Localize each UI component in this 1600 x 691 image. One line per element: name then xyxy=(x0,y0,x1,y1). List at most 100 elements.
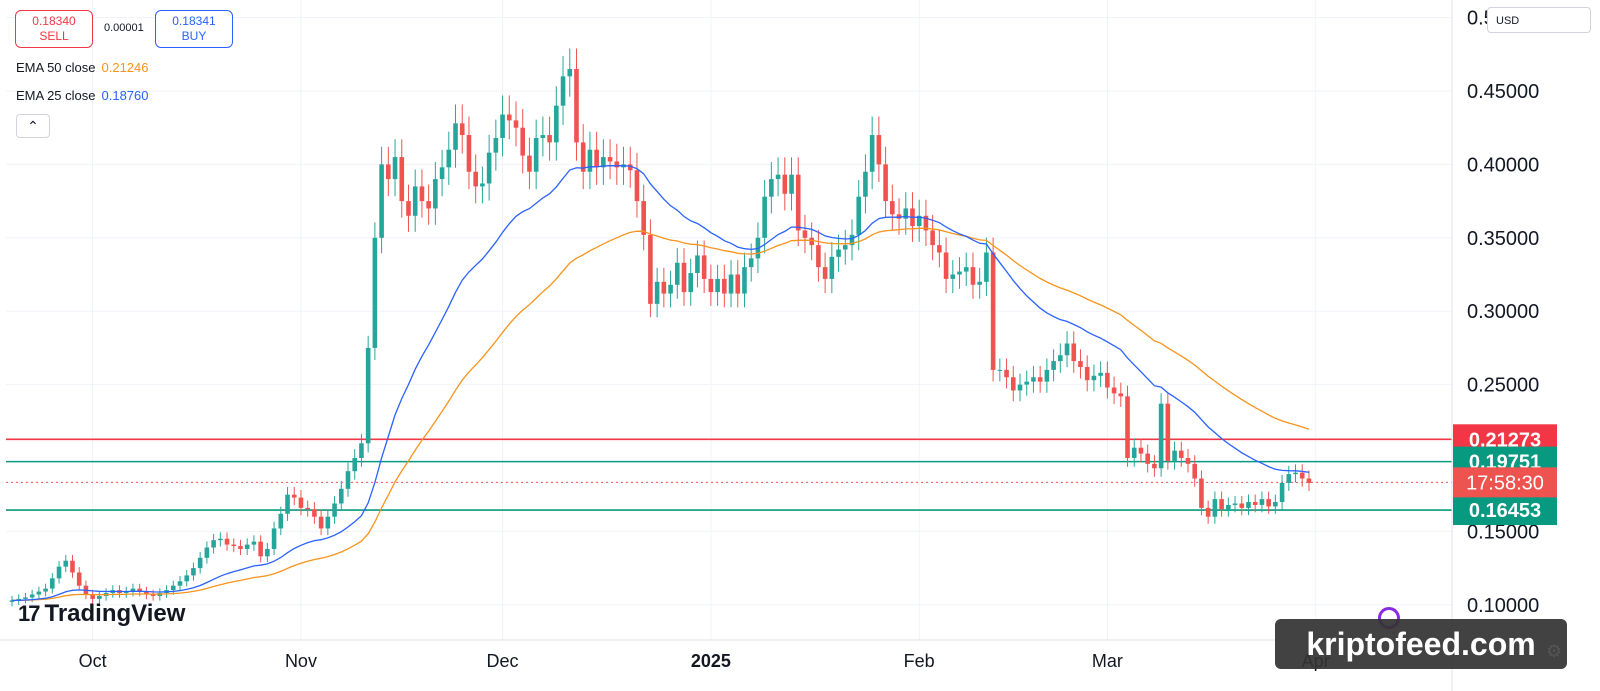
candlestick-series xyxy=(9,48,1312,607)
candle-body xyxy=(916,215,922,227)
candle-body xyxy=(43,588,48,592)
candle-body xyxy=(1252,502,1258,505)
candle-body xyxy=(1239,503,1245,508)
candle-body xyxy=(500,114,505,138)
candle-body xyxy=(1165,403,1171,461)
chevron-up-icon[interactable]: ⌃ xyxy=(16,114,50,138)
time-axis[interactable]: OctNovDec2025FebMarApr xyxy=(0,639,1452,671)
ema50-value: 0.21246 xyxy=(101,60,149,75)
candle-body xyxy=(56,566,62,579)
price-axis[interactable]: 0.10000 0.15000 0.25000 0.30000 0.35000 0.400… xyxy=(1451,0,1557,691)
price-tick-label: 0.15000 xyxy=(1467,521,1539,543)
candle-body xyxy=(984,252,989,282)
candle-body xyxy=(789,174,794,194)
candle-body xyxy=(238,546,243,549)
candle-body xyxy=(352,457,358,472)
time-tick-label: Mar xyxy=(1092,651,1123,671)
candle-body xyxy=(23,597,28,599)
candle-body xyxy=(580,142,586,172)
candle-body xyxy=(1131,447,1137,458)
candle-body xyxy=(816,245,821,268)
price-tick-label: 0.45000 xyxy=(1467,81,1539,103)
time-tick-label: 2025 xyxy=(691,651,731,671)
candle-body xyxy=(742,267,747,294)
candle-body xyxy=(76,572,82,586)
candle-body xyxy=(1024,381,1030,385)
gear-icon[interactable]: ⚙ xyxy=(1546,641,1563,661)
candle-body xyxy=(231,544,237,547)
tradingview-mark-icon: 17 xyxy=(18,601,41,626)
candle-body xyxy=(1078,361,1083,367)
ema25-line xyxy=(11,165,1310,602)
level-label: 0.21273 xyxy=(1469,429,1541,451)
candle-body xyxy=(856,196,862,235)
candle-body xyxy=(170,585,176,591)
ema50-legend[interactable]: EMA 50 close 0.21246 xyxy=(16,60,149,75)
candle-body xyxy=(957,271,962,275)
candle-body xyxy=(769,179,774,197)
buy-button[interactable]: 0.18341 BUY xyxy=(155,10,233,48)
candle-body xyxy=(258,541,263,557)
ema25-label: EMA 25 close xyxy=(16,88,96,103)
candle-body xyxy=(1051,361,1056,370)
candle-body xyxy=(614,161,620,168)
candle-body xyxy=(298,497,304,508)
buy-price: 0.18341 xyxy=(172,14,216,28)
tradingview-logo[interactable]: 17 TradingView xyxy=(18,600,185,628)
price-tick-label: 0.10000 xyxy=(1467,595,1539,617)
candle-body xyxy=(399,157,405,202)
candle-body xyxy=(406,201,411,216)
candle-body xyxy=(506,114,512,121)
candle-body xyxy=(795,174,801,231)
candle-body xyxy=(1010,377,1016,391)
candle-body xyxy=(1105,372,1110,388)
candle-body xyxy=(305,507,310,510)
candle-body xyxy=(144,591,149,595)
candle-body xyxy=(29,594,35,598)
candle-body xyxy=(345,471,351,489)
candle-body xyxy=(150,594,156,596)
candle-body xyxy=(567,68,573,77)
candle-body xyxy=(318,516,324,529)
candle-body xyxy=(359,443,364,458)
candle-body xyxy=(1178,450,1184,458)
sell-button[interactable]: 0.18340 SELL xyxy=(15,10,93,48)
price-tick-label: 0.40000 xyxy=(1467,154,1539,176)
candle-body xyxy=(762,196,767,238)
currency-selector[interactable]: USD xyxy=(1487,7,1591,33)
price-tick-label: 0.35000 xyxy=(1467,228,1539,250)
candle-body xyxy=(1232,503,1238,505)
candle-body xyxy=(486,152,492,184)
candle-body xyxy=(554,105,559,143)
candle-body xyxy=(1299,472,1305,479)
candle-body xyxy=(688,273,694,293)
price-tick-label: 0.30000 xyxy=(1467,301,1539,323)
ema25-value: 0.18760 xyxy=(101,88,149,103)
candle-body xyxy=(594,149,599,168)
ema50-line xyxy=(11,227,1310,602)
candle-body xyxy=(1125,396,1130,458)
ema50-label: EMA 50 close xyxy=(16,60,96,75)
candle-body xyxy=(325,516,331,529)
candle-body xyxy=(1031,377,1036,382)
candle-body xyxy=(480,183,485,187)
tradingview-wordmark: TradingView xyxy=(44,600,186,627)
candle-body xyxy=(218,538,223,541)
candle-body xyxy=(386,164,391,180)
candle-body xyxy=(392,157,398,180)
candle-body xyxy=(607,157,613,162)
candle-body xyxy=(876,135,882,165)
candle-body xyxy=(1044,369,1050,382)
candle-body xyxy=(459,123,465,136)
candle-body xyxy=(1098,372,1103,376)
sell-label: SELL xyxy=(39,29,69,43)
candle-body xyxy=(1205,507,1211,517)
candle-body xyxy=(1058,355,1063,362)
candle-body xyxy=(513,120,519,128)
candle-body xyxy=(997,369,1003,371)
candle-body xyxy=(291,494,297,498)
ema25-legend[interactable]: EMA 25 close 0.18760 xyxy=(16,88,149,103)
candle-body xyxy=(338,488,344,504)
candle-body xyxy=(365,347,371,444)
